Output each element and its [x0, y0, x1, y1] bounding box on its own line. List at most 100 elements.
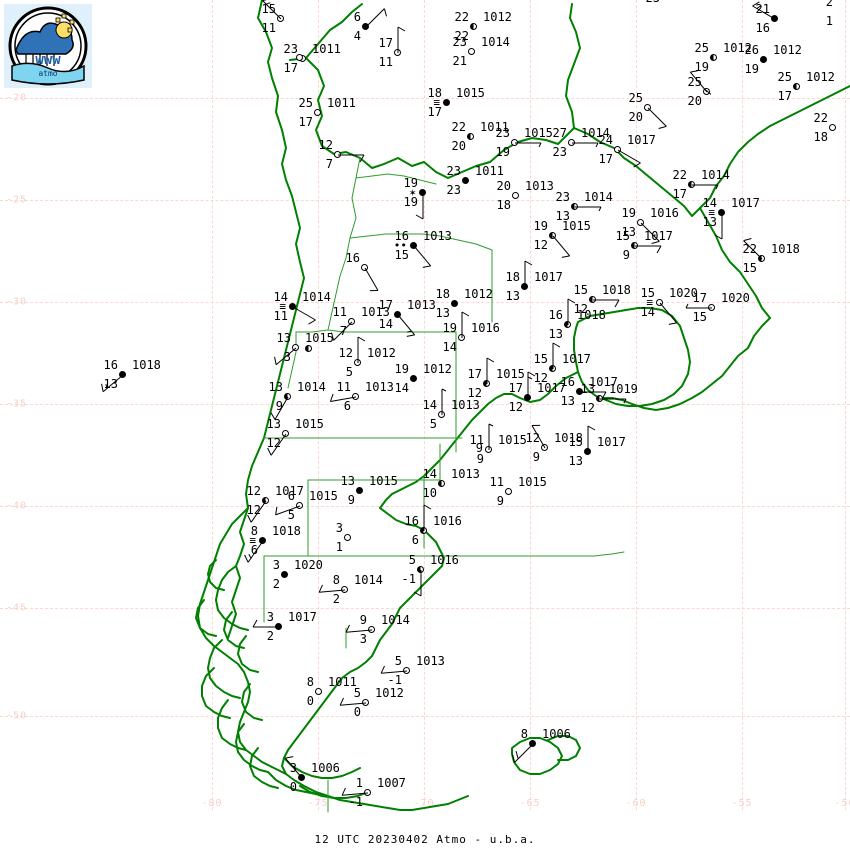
map-caption: 12 UTC 20230402 Atmo - u.b.a. — [314, 833, 536, 846]
pressure-value: 1014 — [381, 613, 410, 627]
temperature-value: 22 — [454, 10, 469, 24]
temperature-value: 12 — [525, 431, 540, 445]
dewpoint-value: 0 — [306, 694, 314, 708]
temperature-value: 6 — [353, 10, 361, 24]
pressure-value: 1006 — [542, 727, 571, 741]
pressure-value: 1016 — [430, 553, 459, 567]
temperature-value: 6 — [287, 489, 295, 503]
dewpoint-value: 20 — [687, 94, 702, 108]
temperature-value: 20 — [496, 179, 511, 193]
cloud-cover-symbol — [403, 667, 410, 674]
ytick--50: -50 — [6, 710, 28, 722]
pressure-value: 1012 — [375, 686, 404, 700]
temperature-value: 17 — [378, 36, 393, 50]
cloud-cover-symbol — [512, 192, 519, 199]
pressure-value: 1014 — [481, 35, 510, 49]
cloud-cover-symbol — [451, 300, 458, 307]
cloud-cover-symbol — [644, 104, 651, 111]
present-weather-symbol: ≡ — [708, 206, 715, 219]
dewpoint-value: 14 — [394, 381, 409, 395]
temperature-value: 14 — [273, 290, 288, 304]
pressure-value: 1012 — [464, 287, 493, 301]
wind-barb — [635, 245, 662, 254]
dewpoint-value: 0 — [289, 780, 297, 794]
cloud-cover-symbol — [296, 54, 303, 61]
temperature-value: 9 — [475, 441, 483, 455]
wind-barb — [685, 303, 712, 309]
dewpoint-value: 17 — [777, 89, 792, 103]
gridline-lon--80 — [212, 0, 213, 810]
pressure-value: 1020 — [721, 291, 750, 305]
cloud-cover-symbol — [292, 344, 299, 351]
pressure-value: 1015 — [518, 475, 547, 489]
dewpoint-value: 23 — [446, 183, 461, 197]
temperature-value: 23 — [452, 35, 467, 49]
xtick--65: -65 — [519, 798, 541, 809]
pressure-value: 1011 — [475, 164, 504, 178]
dewpoint-value: 15 — [394, 248, 409, 262]
cloud-cover-symbol — [410, 242, 417, 249]
pressure-value: 1013 — [451, 467, 480, 481]
cloud-cover-symbol — [289, 303, 296, 310]
pressure-value: 1012 — [773, 43, 802, 57]
pressure-value: 1007 — [377, 776, 406, 790]
dewpoint-value: 17 — [283, 61, 298, 75]
wind-barb — [593, 299, 620, 308]
dewpoint-value: 19 — [403, 195, 418, 209]
ytick--25: -25 — [6, 194, 28, 206]
pressure-value: 1020 — [294, 558, 323, 572]
temperature-value: 13 — [276, 331, 291, 345]
gridline-lat--25 — [0, 200, 850, 201]
ytick--20: -20 — [6, 92, 28, 104]
xtick--50: -50 — [834, 798, 850, 809]
dewpoint-value: 6 — [411, 533, 419, 547]
temperature-value: 19 — [442, 321, 457, 335]
dewpoint-value: 17 — [598, 152, 613, 166]
cloud-cover-symbol — [364, 789, 371, 796]
dewpoint-value: 13 — [560, 394, 575, 408]
temperature-value: 3 — [335, 521, 343, 535]
cloud-cover-symbol — [305, 345, 312, 352]
pressure-value: 1017 — [562, 352, 591, 366]
wind-barb — [714, 213, 723, 240]
temperature-value: 5 — [353, 686, 361, 700]
wind-barb — [692, 184, 719, 190]
temperature-value: 8 — [306, 675, 314, 689]
pressure-value: 1014 — [584, 190, 613, 204]
wind-barb — [318, 584, 346, 593]
temperature-value: 15 — [640, 286, 655, 300]
dewpoint-value: 16 — [755, 21, 770, 35]
temperature-value: 13 — [266, 417, 281, 431]
temperature-value: 17 — [467, 367, 482, 381]
temperature-value: 8 — [250, 524, 258, 538]
xtick--75: -75 — [307, 798, 329, 809]
dewpoint-value: 3 — [359, 632, 367, 646]
cloud-cover-symbol — [315, 688, 322, 695]
wind-barb — [413, 245, 432, 268]
pressure-value: 1014 — [701, 168, 730, 182]
dewpoint-value: 18 — [813, 130, 828, 144]
temperature-value: 11 — [469, 433, 484, 447]
temperature-value: 15 — [533, 352, 548, 366]
dewpoint-value: 17 — [672, 187, 687, 201]
pressure-value: 1018 — [132, 358, 161, 372]
dewpoint-value: 1 — [825, 14, 833, 28]
wind-barb — [331, 321, 353, 341]
svg-text:atmo: atmo — [38, 69, 57, 78]
wind-barb — [345, 624, 373, 633]
wind-barb — [486, 357, 495, 384]
pressure-value: 1015 — [456, 86, 485, 100]
temperature-value: 16 — [394, 229, 409, 243]
temperature-value: 5 — [394, 654, 402, 668]
gridline-lon--70 — [424, 0, 425, 810]
temperature-value: 14 — [422, 398, 437, 412]
pressure-value: 1017 — [534, 270, 563, 284]
wind-barb — [365, 8, 387, 28]
pressure-value: 1012 — [423, 362, 452, 376]
cloud-cover-symbol — [829, 124, 836, 131]
temperature-value: 15 — [573, 283, 588, 297]
dewpoint-value: 17 — [427, 105, 442, 119]
wind-barb — [689, 70, 708, 93]
dewpoint-value: 2 — [266, 629, 274, 643]
temperature-value: 16 — [404, 514, 419, 528]
